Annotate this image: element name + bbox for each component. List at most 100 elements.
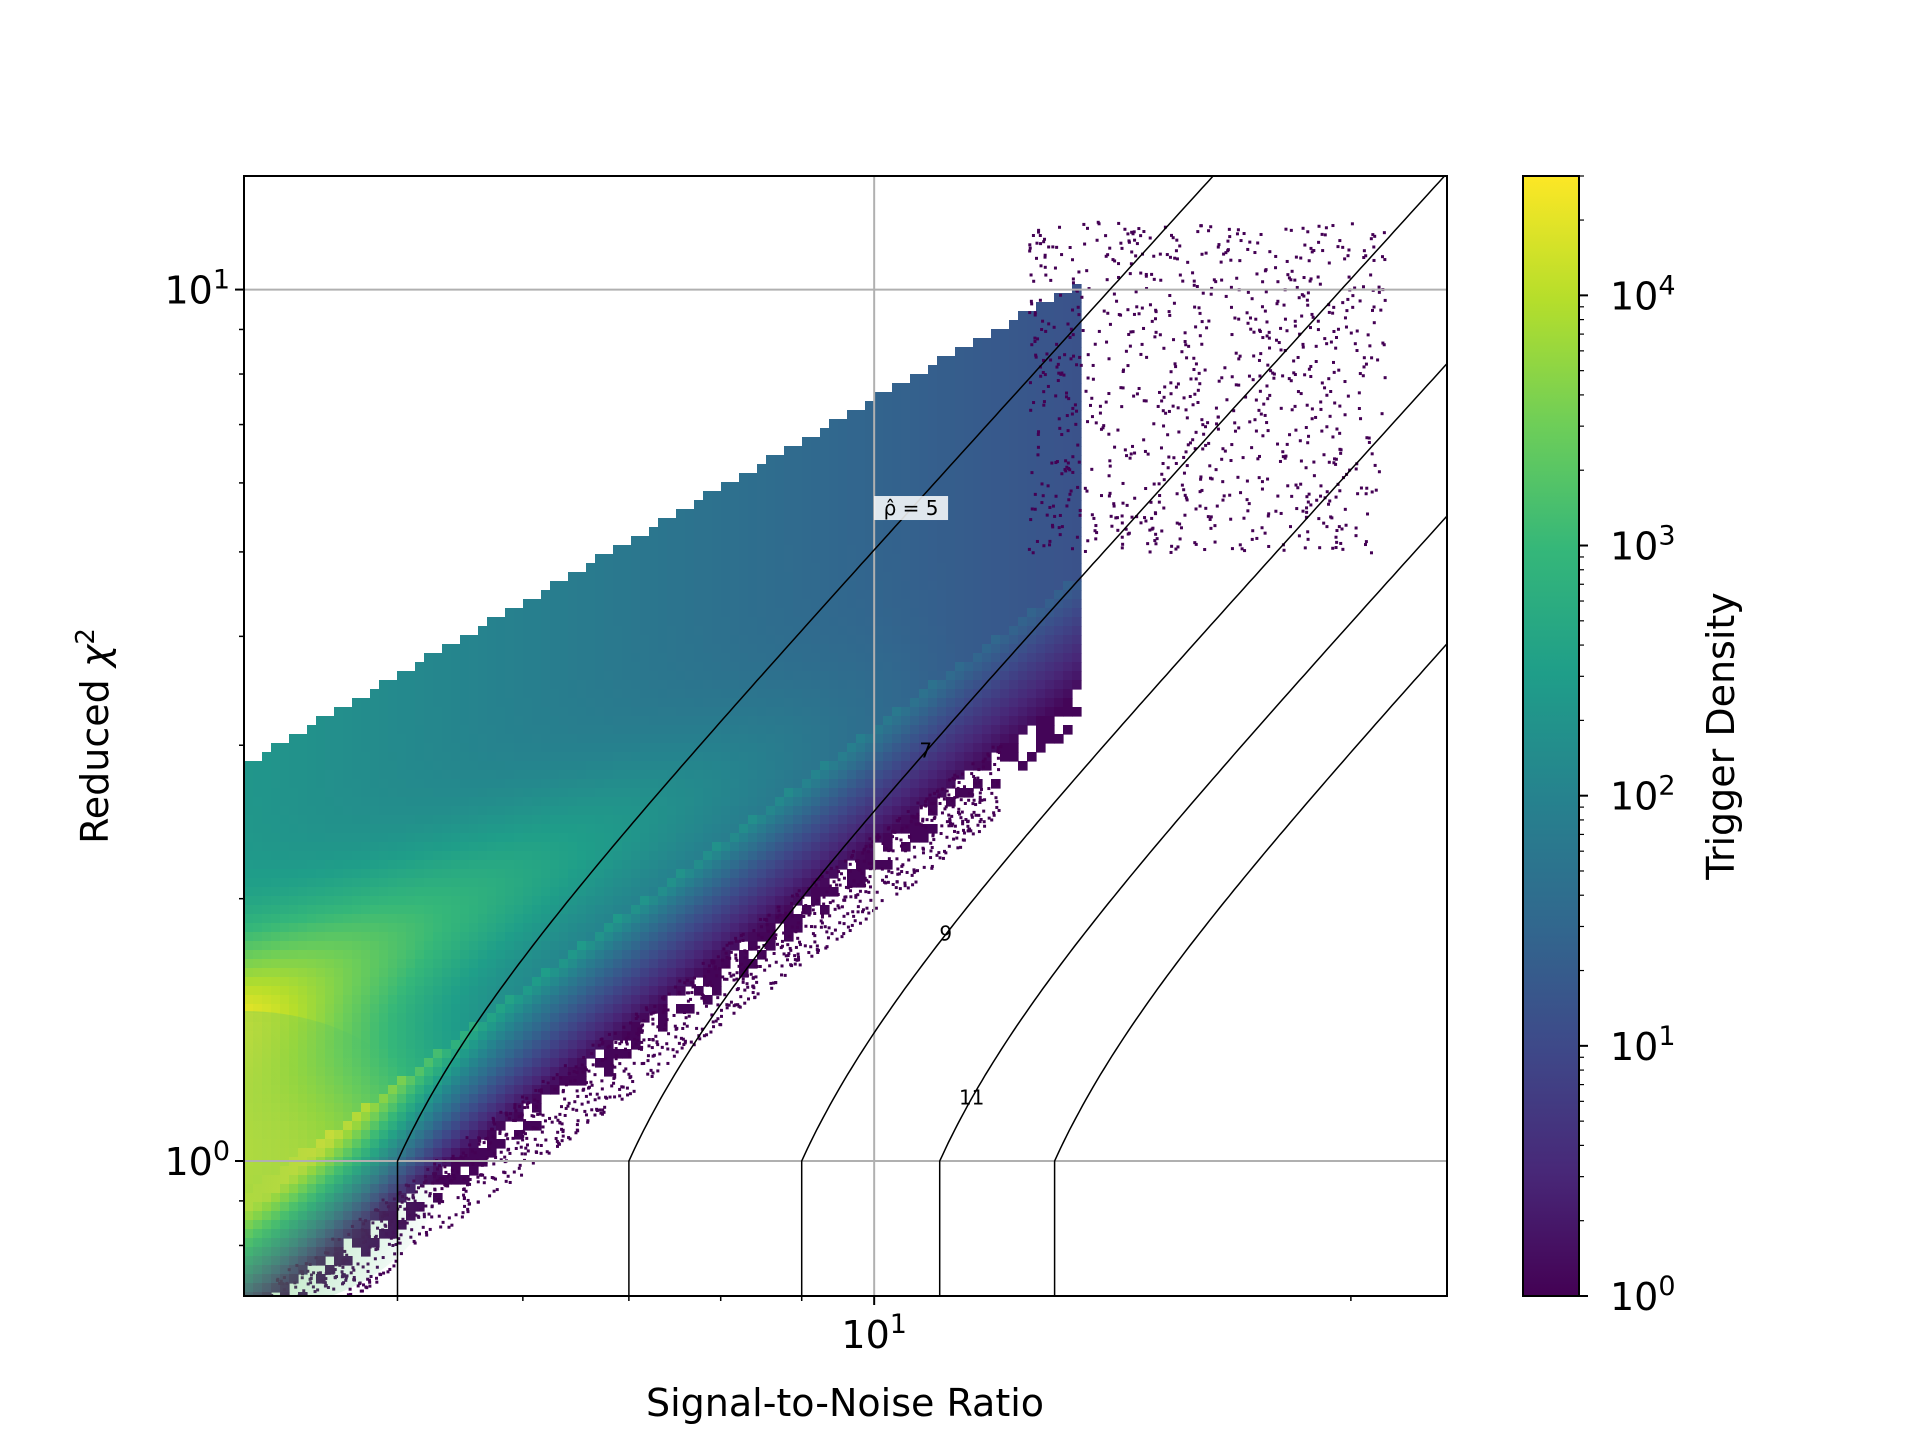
- density-cell: [532, 1049, 542, 1059]
- density-cell: [1045, 311, 1055, 321]
- density-cell: [991, 626, 1001, 636]
- density-cell: [487, 905, 497, 915]
- density-cell: [730, 932, 740, 942]
- density-cell: [604, 734, 614, 744]
- density-cell: [721, 914, 731, 924]
- density-cell: [433, 932, 443, 942]
- density-cell: [424, 887, 434, 897]
- density-cell: [784, 914, 794, 924]
- density-cell: [271, 968, 281, 978]
- density-cell: [253, 779, 263, 789]
- density-cell: [730, 896, 740, 906]
- density-cell: [1036, 689, 1046, 699]
- density-cell: [370, 896, 380, 906]
- density-cell: [568, 842, 578, 852]
- density-cell: [460, 995, 470, 1005]
- density-cell: [487, 779, 497, 789]
- density-cell: [1027, 644, 1037, 654]
- density-cell: [784, 500, 794, 510]
- density-cell: [937, 635, 947, 645]
- density-cell: [289, 896, 299, 906]
- density-cell: [1027, 518, 1037, 528]
- density-cell: [631, 833, 641, 843]
- density-cell: [505, 905, 515, 915]
- density-cell: [640, 653, 650, 663]
- density-cell: [595, 932, 605, 942]
- density-cell: [451, 1166, 461, 1176]
- density-cell: [910, 536, 920, 546]
- density-cell: [577, 635, 587, 645]
- density-cell: [883, 554, 893, 564]
- density-cell: [559, 860, 569, 870]
- density-cell: [532, 680, 542, 690]
- density-cell: [388, 851, 398, 861]
- density-cell: [451, 725, 461, 735]
- density-cell: [793, 878, 803, 888]
- density-cell: [559, 644, 569, 654]
- density-cell: [559, 941, 569, 951]
- density-cell: [397, 887, 407, 897]
- density-cell: [901, 635, 911, 645]
- density-cell: [307, 842, 317, 852]
- density-cell: [487, 1130, 497, 1140]
- density-cell: [793, 842, 803, 852]
- density-cell: [946, 428, 956, 438]
- density-cell: [874, 734, 884, 744]
- density-cell: [514, 1085, 524, 1095]
- density-cell: [856, 437, 866, 447]
- density-cell: [460, 1058, 470, 1068]
- density-cell: [892, 725, 902, 735]
- density-cell: [532, 797, 542, 807]
- density-cell: [838, 419, 848, 429]
- density-cell: [433, 833, 443, 843]
- density-cell: [721, 608, 731, 618]
- density-cell: [523, 842, 533, 852]
- density-cell: [361, 806, 371, 816]
- density-cell: [352, 1004, 362, 1014]
- density-cell: [658, 878, 668, 888]
- density-cell: [739, 950, 749, 960]
- density-cell: [685, 662, 695, 672]
- density-cell: [487, 878, 497, 888]
- density-cell: [676, 626, 686, 636]
- density-cell: [991, 581, 1001, 591]
- density-cell: [523, 770, 533, 780]
- density-cell: [298, 851, 308, 861]
- density-cell: [451, 788, 461, 798]
- density-cell: [703, 851, 713, 861]
- density-cell: [802, 815, 812, 825]
- density-cell: [640, 716, 650, 726]
- density-cell: [496, 626, 506, 636]
- density-cell: [712, 788, 722, 798]
- density-cell: [460, 968, 470, 978]
- density-cell: [874, 860, 884, 870]
- density-cell: [514, 689, 524, 699]
- density-cell: [352, 824, 362, 834]
- density-cell: [793, 626, 803, 636]
- density-cell: [919, 824, 929, 834]
- density-cell: [406, 959, 416, 969]
- density-cell: [937, 653, 947, 663]
- density-cell: [361, 770, 371, 780]
- density-cell: [1009, 716, 1019, 726]
- density-cell: [793, 482, 803, 492]
- density-cell: [1018, 455, 1028, 465]
- density-cell: [937, 437, 947, 447]
- density-cell: [865, 689, 875, 699]
- density-cell: [496, 887, 506, 897]
- density-cell: [946, 590, 956, 600]
- density-cell: [964, 599, 974, 609]
- density-cell: [415, 662, 425, 672]
- density-cell: [712, 860, 722, 870]
- density-cell: [829, 653, 839, 663]
- density-cell: [298, 959, 308, 969]
- density-cell: [838, 833, 848, 843]
- density-cell: [370, 995, 380, 1005]
- density-cell: [640, 995, 650, 1005]
- density-cell: [739, 815, 749, 825]
- density-cell: [955, 725, 965, 735]
- density-cell: [541, 752, 551, 762]
- density-cell: [883, 392, 893, 402]
- density-cell: [811, 527, 821, 537]
- density-cell: [973, 545, 983, 555]
